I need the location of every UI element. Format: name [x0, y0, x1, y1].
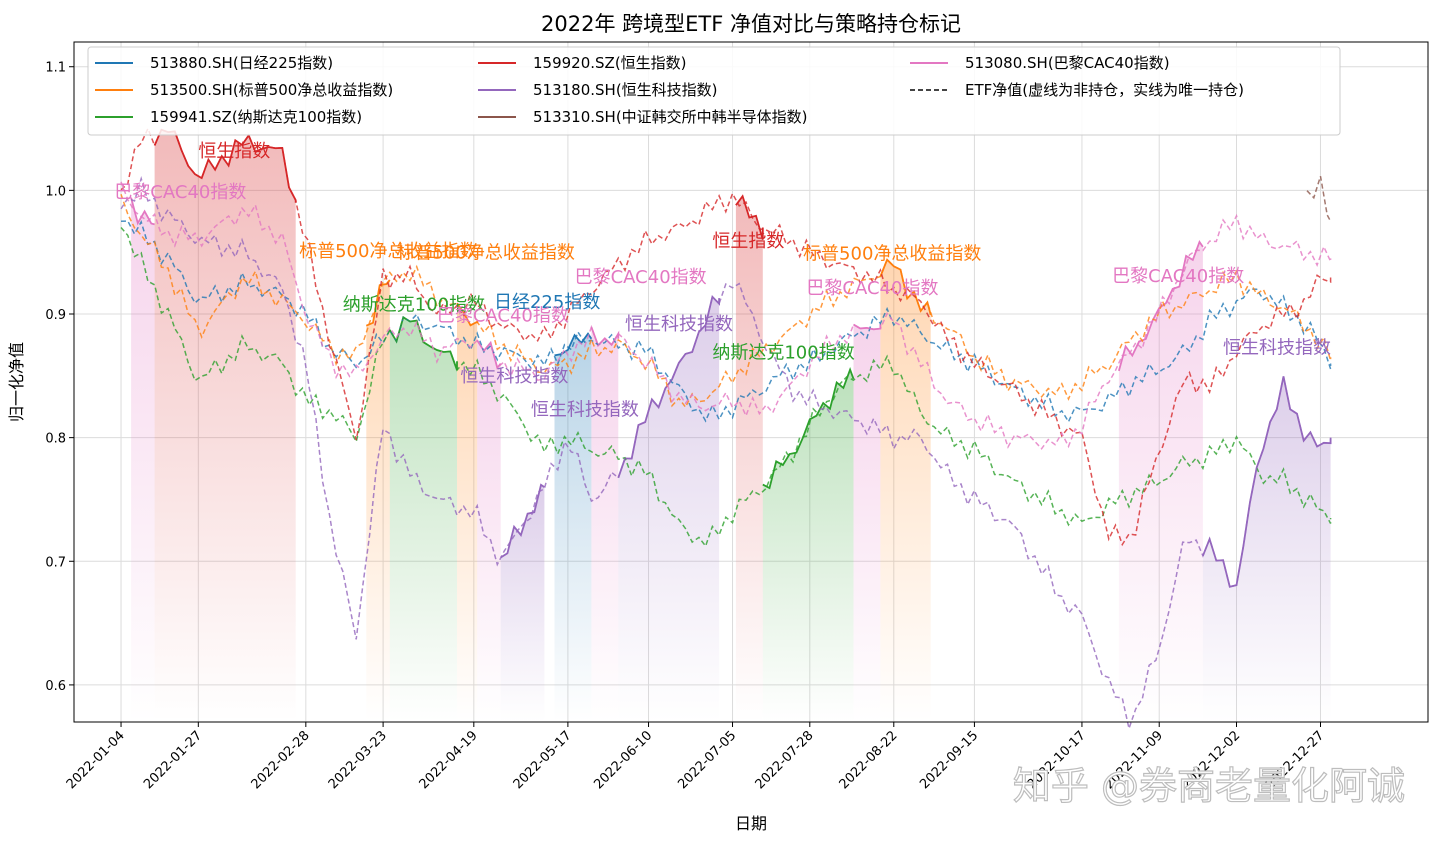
holding-band: [880, 259, 931, 722]
y-axis: 0.6 0.7 0.8 0.9 1.0 1.1: [45, 61, 74, 694]
holding-annotation: 恒生科技指数: [1223, 338, 1331, 359]
holding-band: [591, 327, 619, 722]
series-line-sp500: [120, 193, 1332, 409]
legend: 513880.SH(日经225指数) 513500.SH(标普500净总收益指数)…: [87, 46, 1341, 136]
held-segment-cac40: [1118, 239, 1204, 372]
watermark: 知乎 @券商老量化阿诚: [1013, 764, 1405, 808]
held-segment-nasdaq: [762, 366, 855, 490]
holding-band: [366, 280, 390, 722]
holding-annotation: 恒生指数: [198, 141, 270, 162]
holding-band: [735, 196, 763, 722]
y-axis-title: 归一化净值: [7, 342, 26, 422]
legend-entry: ETF净值(虚线为非持仓，实线为唯一持仓): [965, 81, 1244, 99]
holding-band: [389, 317, 457, 722]
holding-annotation: 标普500净总收益指数: [803, 244, 981, 265]
holding-band: [1202, 376, 1331, 722]
holding-annotation: 纳斯达克100指数: [712, 343, 854, 364]
legend-entry: 159920.SZ(恒生指数): [533, 54, 687, 72]
y-tick-label: 0.6: [45, 679, 66, 694]
holding-band: [554, 333, 592, 722]
legend-entry: 513180.SH(恒生科技指数): [533, 81, 718, 99]
holding-annotation: 标普500净总收益指数: [397, 242, 575, 263]
y-tick-label: 0.9: [45, 308, 66, 323]
holding-band: [762, 369, 854, 722]
holding-annotation: 恒生指数: [712, 231, 784, 252]
y-tick-label: 1.0: [45, 184, 66, 199]
holding-annotations: 恒生指数巴黎CAC40指数标普500净总收益指数标普500净总收益指数纳斯达克1…: [114, 141, 1331, 420]
series-line-nasdaq: [120, 227, 1332, 548]
series-line-kr_semi: [1306, 175, 1332, 222]
series-line-cac40: [120, 181, 1332, 450]
held-segment-hstech: [500, 483, 545, 559]
holding-band: [477, 340, 501, 722]
holding-annotation: 巴黎CAC40指数: [575, 267, 707, 288]
holding-band: [1118, 241, 1203, 722]
holding-annotation: 恒生科技指数: [625, 314, 733, 335]
holding-annotation: 纳斯达克100指数: [343, 294, 485, 315]
holding-band: [154, 129, 296, 722]
holding-annotation: 巴黎CAC40指数: [437, 305, 569, 326]
holding-annotation: 巴黎CAC40指数: [806, 278, 938, 299]
holding-bands: [131, 129, 1331, 723]
legend-entry: 513080.SH(巴黎CAC40指数): [965, 54, 1170, 72]
chart-title: 2022年 跨境型ETF 净值对比与策略持仓标记: [541, 12, 961, 36]
holding-band: [457, 303, 478, 722]
legend-entry: 513500.SH(标普500净总收益指数): [150, 81, 393, 99]
y-tick-label: 0.7: [45, 555, 66, 570]
y-tick-label: 1.1: [45, 61, 66, 76]
series-line-hstech: [120, 175, 1332, 732]
plot-frame: [73, 41, 1429, 723]
holding-annotation: 标普500净总收益指数: [299, 241, 477, 262]
y-tick-label: 0.8: [45, 432, 66, 447]
holding-annotation: 恒生科技指数: [531, 399, 639, 420]
holding-annotation: 恒生科技指数: [460, 366, 568, 387]
series-line-hsi: [120, 126, 1332, 547]
holding-annotation: 巴黎CAC40指数: [114, 182, 246, 203]
holding-band: [500, 484, 545, 722]
x-axis-title: 日期: [735, 814, 767, 833]
legend-entry: 159941.SZ(纳斯达克100指数): [150, 108, 362, 126]
legend-entry: 513880.SH(日经225指数): [150, 54, 333, 72]
series-line-nikkei: [120, 219, 1332, 424]
holding-annotation: 日经225指数: [494, 292, 600, 313]
holding-band: [131, 197, 155, 723]
legend-box: [87, 46, 1341, 136]
series-lines: [120, 126, 1332, 732]
legend-entry: 513310.SH(中证韩交所中韩半导体指数): [533, 108, 808, 126]
held-segment-cac40: [130, 197, 155, 226]
holding-band: [853, 323, 881, 722]
holding-annotation: 巴黎CAC40指数: [1112, 266, 1244, 287]
